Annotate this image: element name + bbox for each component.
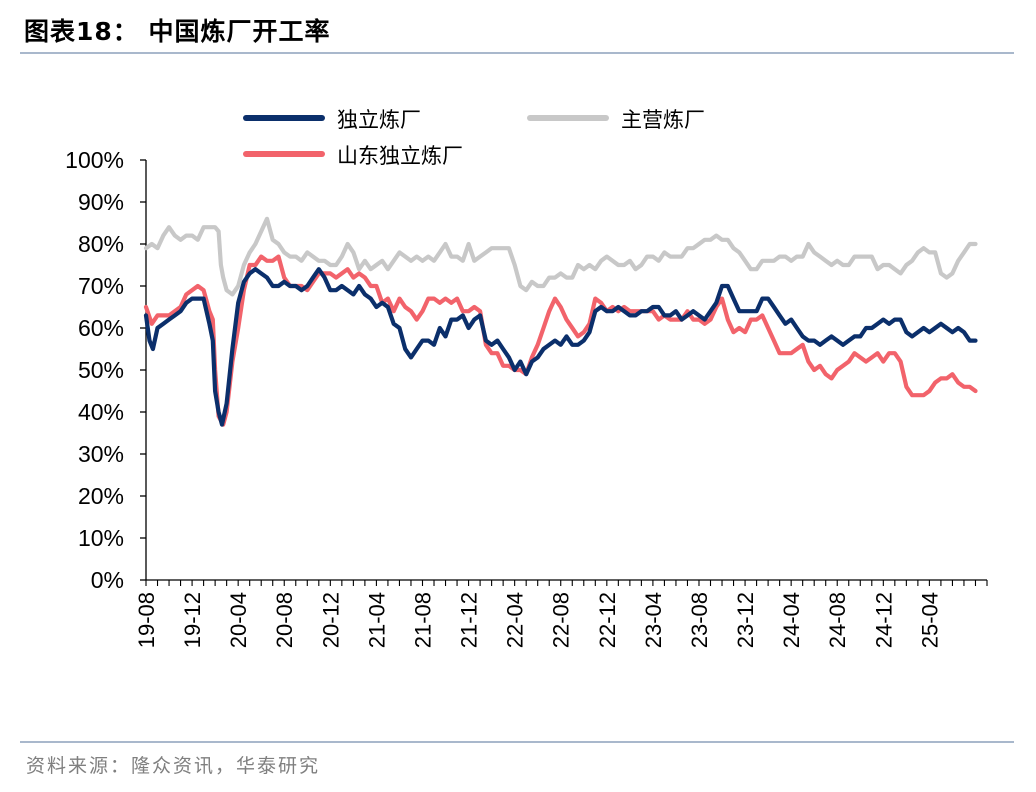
y-tick-label: 50% [78,357,124,383]
y-tick-label: 90% [78,189,124,215]
x-tick-label: 21-04 [364,592,389,648]
x-tick-label: 19-12 [180,592,205,648]
y-tick-label: 80% [78,231,124,257]
x-tick-label: 20-08 [272,592,297,648]
y-tick-label: 10% [78,525,124,551]
x-tick-label: 19-08 [134,592,159,648]
y-tick-label: 60% [78,315,124,341]
x-tick-label: 20-12 [318,592,343,648]
legend-label-major: 主营炼厂 [621,108,705,132]
legend-swatch-shandong [243,151,325,157]
footer-divider [20,741,1014,743]
x-tick-label: 23-08 [687,592,712,648]
series-line-shandong [143,254,978,427]
chart-title: 图表18： 中国炼厂开工率 [24,17,331,46]
x-tick-label: 24-12 [871,592,896,648]
y-tick-label: 0% [91,567,124,593]
legend-label-independent: 独立炼厂 [337,108,421,132]
x-tick-label: 22-04 [503,592,528,648]
x-tick-label: 23-04 [641,592,666,648]
legend-label-shandong: 山东独立炼厂 [337,144,463,168]
y-tick-label: 40% [78,399,124,425]
x-tick-label: 22-12 [595,592,620,648]
chart-series [143,216,978,427]
series-line-major [143,216,978,297]
x-tick-label: 24-04 [779,592,804,648]
y-tick-label: 100% [65,147,124,173]
y-tick-label: 20% [78,483,124,509]
y-tick-label: 70% [78,273,124,299]
line-chart: 0% 10% 20% 30% 40% 50% 60% 70% 80% 90% 100% 19-08 19… [65,147,988,648]
chart-axes: 0% 10% 20% 30% 40% 50% 60% 70% 80% 90% 100% 19-08 19… [65,147,988,648]
legend-swatch-major [527,115,609,121]
x-tick-label: 25-04 [917,592,942,648]
x-tick-label: 20-04 [226,592,251,648]
x-tick-label: 24-08 [825,592,850,648]
x-tick-label: 21-08 [410,592,435,648]
legend-swatch-independent [243,115,325,121]
y-tick-label: 30% [78,441,124,467]
title-divider [20,52,1014,54]
x-tick-label: 21-12 [457,592,482,648]
x-tick-label: 23-12 [733,592,758,648]
source-note: 资料来源：隆众资讯，华泰研究 [26,755,321,777]
x-tick-label: 22-08 [549,592,574,648]
series-line-independent [143,267,978,427]
